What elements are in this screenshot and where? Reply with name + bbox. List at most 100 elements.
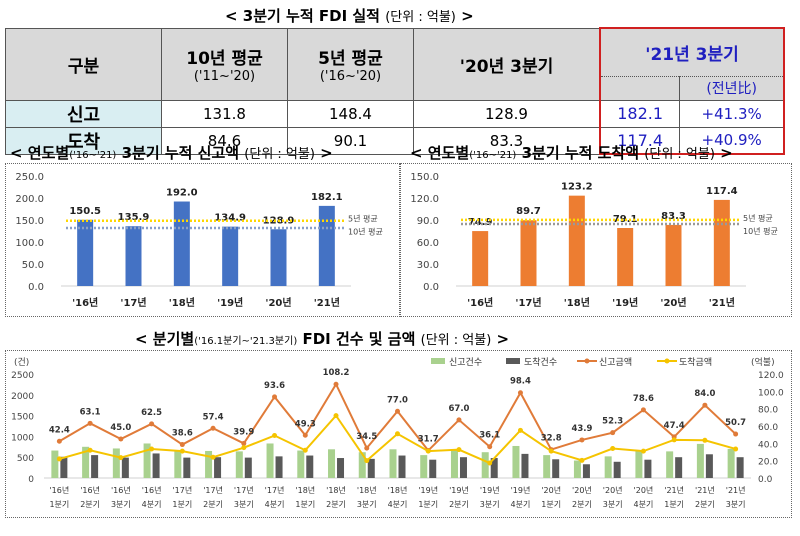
legend-label: 도착금액 [679,356,712,368]
x-tick-label: '20년 [660,296,686,309]
bar-신고건수 [481,452,489,478]
bar-신고건수 [143,443,151,478]
x-tick-label: '20년 [634,485,654,495]
x-tick-label: '16년 [467,296,493,309]
cell: +40.9% [679,126,786,155]
cell: 84.6 [161,126,288,155]
bar-신고건수 [512,445,520,478]
legend-label: 신고금액 [599,356,632,368]
x-tick-label: '16년 [111,485,131,495]
left-tick-label: 2500 [11,371,34,381]
point-도착금액 [702,437,708,443]
bar [617,227,634,286]
point-도착금액 [210,454,216,460]
point-신고금액 [179,442,185,448]
x-tick-label: 3분기 [111,500,131,509]
cell: 117.4 [599,126,681,155]
x-tick-label: '18년 [295,485,315,495]
data-label: 50.7 [725,418,746,428]
header-avg10: 10년 평균 ('11~'20) [161,27,288,101]
header-yoy: (전년比) [679,75,786,101]
data-label: 36.1 [479,431,500,441]
bar-신고건수 [51,450,59,478]
point-도착금액 [333,413,339,419]
y-tick-label: 30.0 [417,260,439,271]
cell: 128.9 [413,99,601,128]
data-label: 134.9 [214,213,246,224]
bar [713,199,730,286]
x-tick-label: '19년 [217,296,243,309]
x-tick-label: '20년 [603,485,623,495]
right-tick-label: 0.0 [758,475,773,485]
x-tick-label: 3분기 [480,500,500,509]
bar-도착건수 [214,457,222,478]
point-도착금액 [456,447,462,453]
x-tick-label: '21년 [709,296,735,309]
x-tick-label: '17년 [203,485,223,495]
y-tick-label: 120.0 [410,194,439,205]
cell: 83.3 [413,126,601,155]
x-tick-label: '21년 [664,485,684,495]
bar-신고건수 [635,450,643,478]
x-tick-label: '17년 [120,296,146,309]
point-신고금액 [733,431,739,437]
point-도착금액 [118,455,124,461]
fdi-summary-table: 구분 10년 평균 ('11~'20) 5년 평균 ('16~'20) '20년 3… [5,27,786,155]
data-label: 117.4 [706,186,738,197]
bar-신고건수 [450,449,458,478]
point-신고금액 [364,445,370,451]
bar-신고건수 [543,455,551,478]
point-도착금액 [179,448,185,454]
bar [173,201,190,286]
data-label: 78.6 [633,394,654,404]
reference-line-label: 5년 평균 [743,213,773,223]
y-tick-label: 0.0 [423,282,439,293]
x-tick-label: 4분기 [511,500,531,509]
x-tick-label: '18년 [169,296,195,309]
point-도착금액 [517,427,523,433]
bar-도착건수 [275,456,283,478]
x-tick-label: '19년 [511,485,531,495]
data-label: 192.0 [166,188,198,199]
table-row: 도착 84.6 90.1 83.3 117.4 +40.9% [5,126,786,155]
x-tick-label: 2분기 [80,500,100,509]
x-tick-label: 4분기 [142,500,162,509]
x-tick-label: '18년 [388,485,408,495]
point-신고금액 [241,440,247,446]
bar-도착건수 [552,459,560,478]
point-신고금액 [395,408,400,414]
point-신고금액 [579,437,585,443]
x-tick-label: '16년 [80,485,100,495]
point-도착금액 [640,448,646,454]
data-label: 150.5 [69,206,101,217]
chart2-title: < 연도별('16~'21) 3분기 누적 도착액 (단위 : 억불) > [410,144,733,162]
data-label: 45.0 [110,423,131,433]
data-label: 57.4 [203,412,224,422]
legend-label: 신고건수 [449,357,482,368]
point-도착금액 [425,448,431,454]
y-tick-label: 50.0 [22,260,44,271]
header-cur: '21년 3분기 [599,27,785,77]
data-label: 182.1 [311,192,343,203]
point-도착금액 [149,446,155,452]
bar-도착건수 [582,464,590,478]
x-tick-label: 3분기 [234,500,254,509]
point-신고금액 [210,425,216,431]
data-label: 31.7 [418,435,439,445]
x-tick-label: 1분기 [418,500,438,509]
point-도착금액 [87,447,93,453]
left-tick-label: 500 [17,454,34,464]
chart3-title: < 분기별('16.1분기~'21.3분기) FDI 건수 및 금액 (단위 :… [135,330,510,348]
x-tick-label: 1분기 [664,500,684,509]
bar-신고건수 [112,448,120,478]
cell: 148.4 [287,99,414,128]
data-label: 34.5 [356,432,377,442]
bar-신고건수 [266,443,274,478]
header-category: 구분 [5,27,162,101]
y-tick-label: 90.0 [417,216,439,227]
x-tick-label: 4분기 [388,500,408,509]
data-label: 135.9 [118,212,150,223]
bar-도착건수 [244,457,252,478]
x-tick-label: 2분기 [695,500,715,509]
point-도착금액 [610,446,616,452]
